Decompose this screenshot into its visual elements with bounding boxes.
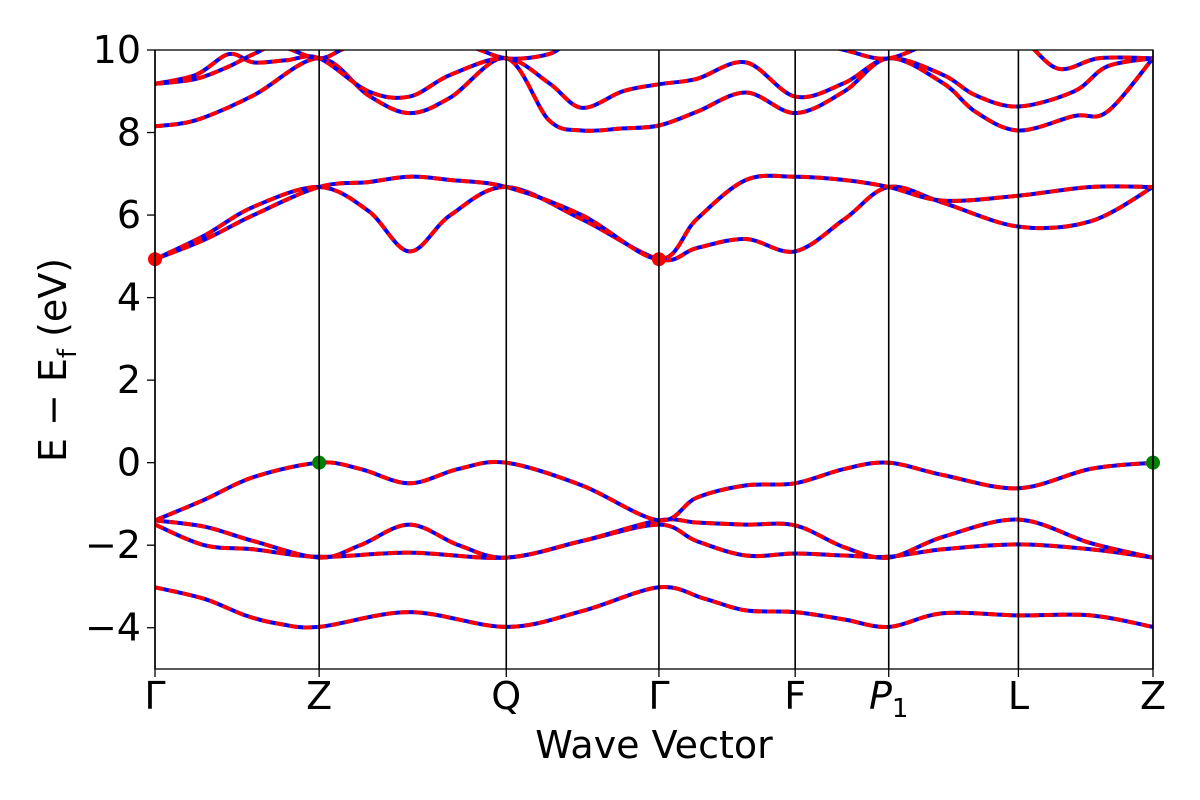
x-tick-label-6: P1 xyxy=(869,674,908,724)
band-line-dashed-4 xyxy=(155,459,1153,523)
y-tick-label-3: 0 xyxy=(117,441,141,485)
y-tick-label-8: 10 xyxy=(93,28,141,72)
band-line-2 xyxy=(155,522,1153,560)
band-line-dashed-2 xyxy=(155,522,1153,560)
x-tick-label-5: F xyxy=(784,674,806,718)
x-tick-label-7: L xyxy=(1008,674,1029,718)
y-tick-label-7: 8 xyxy=(117,111,141,155)
x-tick-label-8: Z xyxy=(1140,674,1166,718)
y-ticks: −4 −2 0 2 4 6 8 10 xyxy=(85,28,155,650)
y-axis-title: E − Ef (eV) xyxy=(31,258,83,462)
y-tick-label-1: −4 xyxy=(85,606,141,650)
band-line-1 xyxy=(155,585,1153,630)
x-axis-title: Wave Vector xyxy=(535,723,773,767)
band-line-dashed-1 xyxy=(155,585,1153,630)
x-tick-label-4: Γ xyxy=(648,674,669,718)
band-line-dashed-7 xyxy=(155,56,1153,133)
band-line-dashed-8 xyxy=(155,51,1153,110)
band-line-dashed-9 xyxy=(155,50,1153,86)
kpoint-lines xyxy=(154,50,1154,669)
y-tick-label-4: 2 xyxy=(117,358,141,402)
band-line-7 xyxy=(155,56,1153,133)
band-line-4 xyxy=(155,459,1153,523)
bands-layer xyxy=(155,50,1153,630)
y-tick-label-5: 4 xyxy=(117,276,141,320)
y-tick-label-2: −2 xyxy=(85,523,141,567)
band-line-9 xyxy=(155,50,1153,86)
markers-layer xyxy=(148,252,1160,470)
y-tick-label-6: 6 xyxy=(117,193,141,237)
x-ticks: Γ Z Q Γ F P1 L Z xyxy=(144,669,1166,724)
x-tick-label-3: Q xyxy=(491,674,521,718)
plot-frame xyxy=(154,49,1154,670)
x-tick-label-2: Z xyxy=(306,674,332,718)
x-tick-label-1: Γ xyxy=(144,674,165,718)
